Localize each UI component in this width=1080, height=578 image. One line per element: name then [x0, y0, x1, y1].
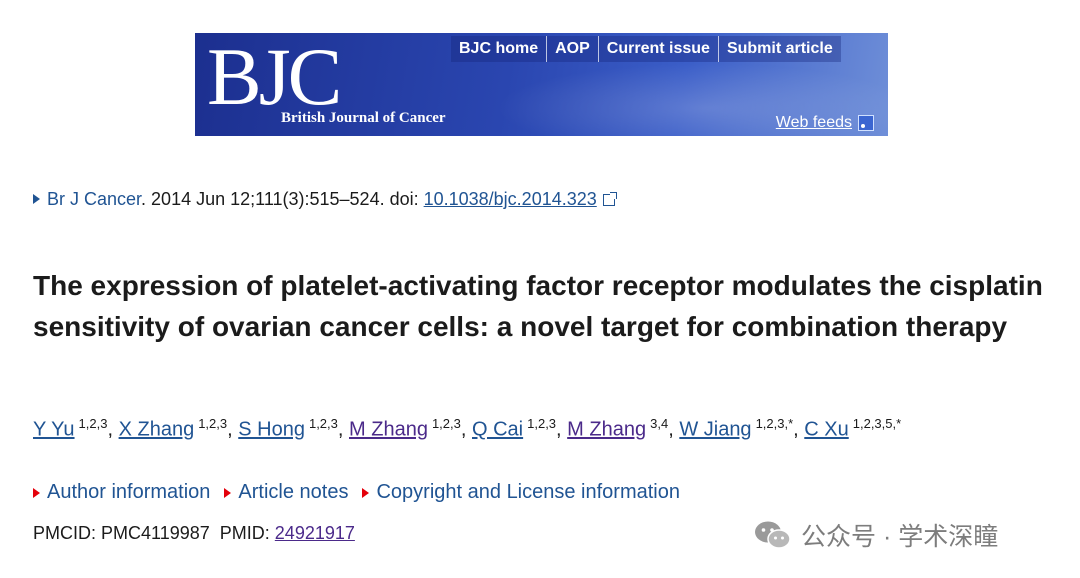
expand-arrow-icon[interactable] — [33, 194, 40, 204]
article-notes-toggle[interactable]: Article notes — [224, 481, 348, 504]
article-info-links: Author information Article notes Copyrig… — [33, 481, 680, 504]
banner-swirl-decoration — [495, 63, 888, 136]
author-affiliation: 1,2,3,* — [755, 416, 794, 431]
pmcid-label: PMCID: — [33, 523, 102, 543]
author-affiliation: 1,2,3 — [198, 416, 228, 431]
pmid-link[interactable]: 24921917 — [274, 523, 355, 543]
bjc-logo[interactable]: BJC — [207, 33, 342, 122]
citation-details: . 2014 Jun 12;111(3):515–524. doi: — [141, 189, 424, 209]
article-title: The expression of platelet-activating fa… — [33, 270, 1043, 342]
author-link[interactable]: Q Cai — [472, 418, 524, 441]
expand-arrow-icon — [224, 487, 232, 498]
external-link-icon — [602, 192, 617, 206]
article-ids: PMCID: PMC4119987 PMID: 24921917 — [33, 523, 355, 544]
author-link[interactable]: M Zhang — [567, 418, 647, 441]
wechat-watermark: 公众号 · 学术深瞳 — [753, 517, 998, 553]
author-affiliation: 1,2,3 — [308, 416, 338, 431]
author-link[interactable]: Y Yu — [33, 418, 75, 441]
expand-arrow-icon — [362, 487, 370, 498]
citation-line: Br J Cancer. 2014 Jun 12;111(3):515–524.… — [33, 189, 617, 210]
nav-current-issue[interactable]: Current issue — [597, 36, 718, 62]
copyright-license-toggle[interactable]: Copyright and License information — [362, 481, 680, 504]
wechat-icon — [755, 521, 791, 549]
journal-banner: BJC British Journal of Cancer BJC home A… — [195, 33, 888, 136]
pmcid-value: PMC4119987 — [101, 523, 210, 543]
author-information-toggle[interactable]: Author information — [33, 481, 210, 504]
nav-aop[interactable]: AOP — [546, 36, 598, 62]
rss-icon — [858, 115, 874, 131]
author-list: Y Yu 1,2,3, X Zhang 1,2,3, S Hong 1,2,3, M … — [33, 416, 902, 441]
author-affiliation: 1,2,3 — [527, 416, 557, 431]
pmid-label: PMID: — [219, 523, 275, 543]
copyright-license-label: Copyright and License information — [376, 481, 680, 503]
journal-link[interactable]: Br J Cancer — [47, 189, 142, 209]
nav-bjc-home[interactable]: BJC home — [451, 36, 547, 62]
article-notes-label: Article notes — [238, 481, 349, 503]
expand-arrow-icon — [33, 487, 40, 498]
author-link[interactable]: M Zhang — [349, 418, 428, 441]
web-feeds-label: Web feeds — [775, 114, 852, 131]
banner-nav: BJC home AOP Current issue Submit articl… — [451, 36, 841, 62]
author-affiliation: 1,2,3 — [78, 416, 108, 431]
doi-link[interactable]: 10.1038/bjc.2014.323 — [423, 189, 597, 209]
author-affiliation: 3,4 — [650, 416, 669, 431]
web-feeds-link[interactable]: Web feeds — [776, 114, 874, 132]
author-link[interactable]: W Jiang — [679, 418, 752, 441]
author-link[interactable]: C Xu — [804, 418, 849, 441]
author-link[interactable]: S Hong — [238, 418, 305, 441]
nav-submit-article[interactable]: Submit article — [717, 36, 841, 62]
watermark-text: 公众号 · 学术深瞳 — [801, 523, 999, 551]
author-affiliation: 1,2,3,5,* — [852, 416, 902, 431]
author-affiliation: 1,2,3 — [431, 416, 461, 431]
author-information-label: Author information — [47, 481, 211, 503]
author-link[interactable]: X Zhang — [118, 418, 195, 441]
journal-name: British Journal of Cancer — [281, 110, 446, 126]
